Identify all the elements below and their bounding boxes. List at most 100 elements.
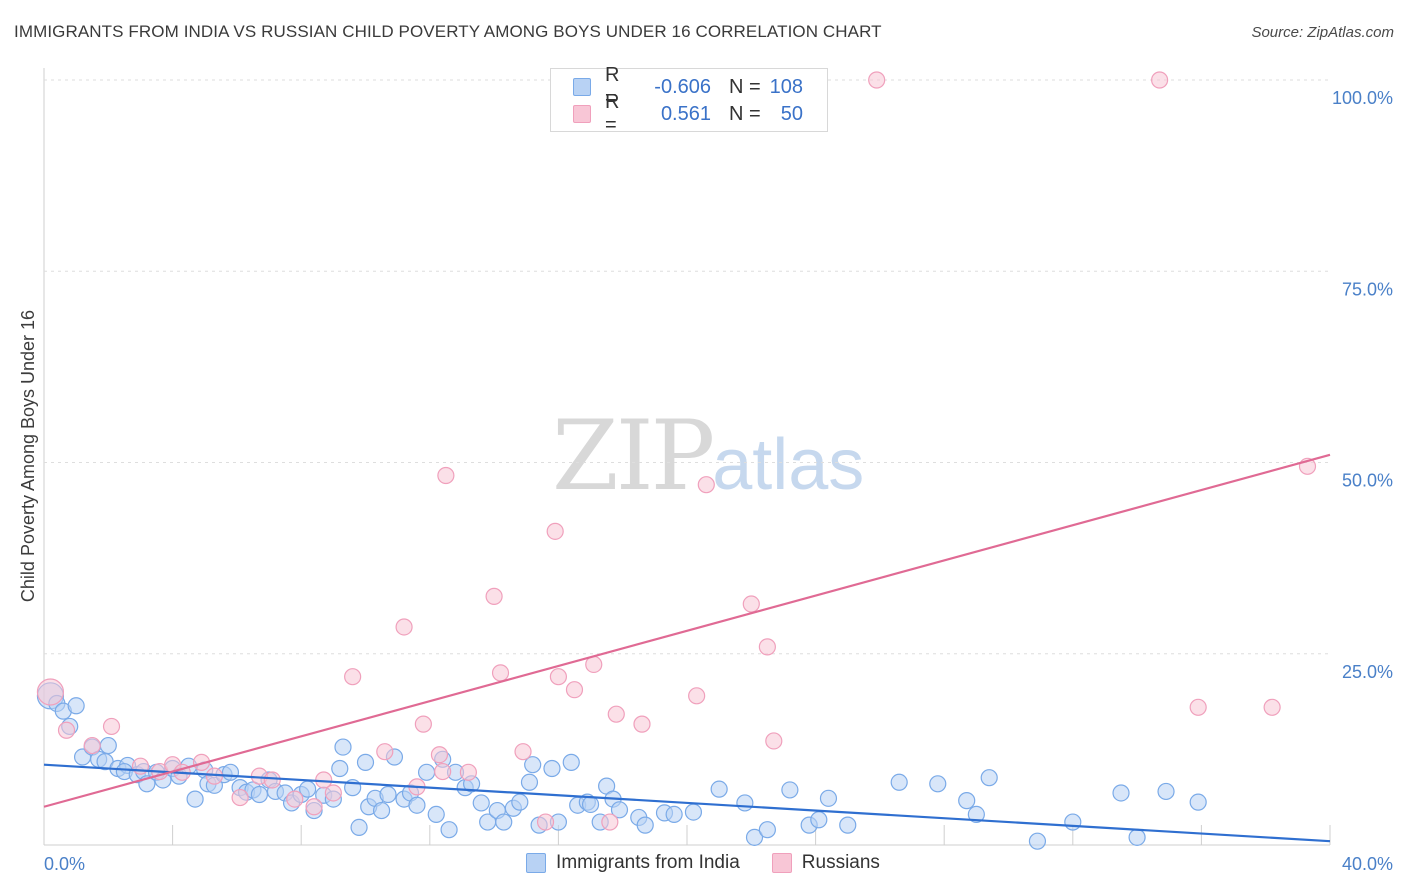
india-point <box>495 813 513 831</box>
india-point <box>562 753 580 771</box>
legend-n-label: N = <box>729 75 761 98</box>
russian-point <box>607 705 625 723</box>
india-point <box>890 773 908 791</box>
russian-point <box>758 638 776 656</box>
india-point <box>736 794 754 812</box>
india-point <box>665 805 683 824</box>
russian-point <box>437 466 455 485</box>
legend-item-india[interactable]: Immigrants from India <box>526 852 740 874</box>
legend-swatch-russians <box>573 105 591 123</box>
india-point <box>1112 784 1130 802</box>
russian-point <box>565 681 584 699</box>
russian-point <box>459 763 477 781</box>
legend-swatch-india <box>573 78 591 96</box>
india-point <box>511 793 529 811</box>
y-tick-label: 50.0% <box>1342 471 1393 491</box>
russian-point <box>868 71 886 89</box>
russian-point <box>286 790 304 808</box>
india-point <box>440 821 458 839</box>
india-point <box>1028 832 1047 850</box>
legend-row-india: R = -0.606 N = 108 <box>573 64 803 109</box>
india-point <box>99 736 117 755</box>
x-tick-label: 40.0% <box>1342 854 1393 874</box>
india-point <box>1064 813 1082 831</box>
stats-legend: R = -0.606 N = 108 R = 0.561 N = 50 <box>550 64 828 136</box>
russian-point <box>231 788 249 807</box>
india-point <box>819 789 838 807</box>
watermark-atlas: atlas <box>712 425 865 505</box>
russian-point <box>765 732 783 750</box>
legend-item-russians[interactable]: Russians <box>771 852 880 874</box>
india-point <box>958 792 976 810</box>
india-point <box>524 756 542 774</box>
russian-point <box>601 813 619 831</box>
legend-n-label: N = <box>729 102 761 125</box>
india-point <box>781 781 799 799</box>
series-legend: Immigrants from India Russians <box>0 852 1406 874</box>
india-point <box>543 759 561 778</box>
india-point <box>334 738 352 756</box>
russian-point <box>324 784 342 802</box>
india-point <box>379 785 397 804</box>
india-point <box>929 775 947 793</box>
legend-n-value: 108 <box>769 75 803 98</box>
india-point <box>745 828 764 846</box>
y-axis-label: Child Poverty Among Boys Under 16 <box>18 310 38 602</box>
russian-point <box>633 715 651 733</box>
india-point <box>980 769 998 787</box>
india-point <box>810 811 828 829</box>
india-point <box>250 785 269 804</box>
india-point <box>1128 828 1146 846</box>
y-tick-label: 100.0% <box>1332 88 1393 108</box>
russian-trend-line <box>43 453 1331 808</box>
russian-point <box>434 762 452 781</box>
legend-r-label: R = <box>605 91 620 136</box>
legend-n-value: 50 <box>780 102 803 125</box>
russian-point <box>1151 71 1169 89</box>
india-point <box>417 763 436 781</box>
russian-point <box>491 664 510 682</box>
india-point <box>186 790 204 808</box>
x-tick-label: 0.0% <box>44 854 85 874</box>
india-point <box>427 805 445 824</box>
india-point <box>1157 782 1175 801</box>
india-point <box>1189 793 1207 811</box>
russian-point <box>263 771 281 789</box>
russian-point <box>549 668 568 686</box>
source-label: Source: ZipAtlas.com <box>1251 24 1394 41</box>
russian-point <box>514 743 532 761</box>
russian-point <box>57 721 76 739</box>
legend-swatch-russians <box>771 853 792 873</box>
india-point <box>331 759 349 778</box>
india-point <box>710 780 728 798</box>
russian-point <box>83 736 101 755</box>
india-point <box>684 803 703 821</box>
russian-point <box>688 687 706 705</box>
legend-r-value: 0.561 <box>660 102 711 125</box>
india-point <box>839 816 857 834</box>
india-point <box>356 753 375 771</box>
india-point <box>472 794 490 812</box>
india-point <box>581 795 600 814</box>
india-point <box>520 773 539 791</box>
legend-swatch-india <box>526 853 547 873</box>
legend-row-russians: R = 0.561 N = 50 <box>573 91 803 136</box>
india-point <box>372 801 391 820</box>
india-point <box>758 821 776 839</box>
india-point <box>67 697 85 715</box>
russian-point <box>414 715 432 733</box>
russian-point <box>742 595 760 613</box>
india-point <box>221 763 240 781</box>
watermark: ZIPatlas <box>552 400 864 512</box>
russian-point <box>344 668 362 686</box>
russian-point <box>430 746 449 764</box>
india-point <box>350 818 368 837</box>
india-point <box>408 796 426 814</box>
russian-point <box>395 618 413 636</box>
russian-point <box>485 587 503 605</box>
russian-point <box>1263 698 1281 716</box>
russian-point <box>36 678 65 706</box>
russian-point <box>546 522 564 540</box>
legend-r-value: -0.606 <box>654 75 711 98</box>
